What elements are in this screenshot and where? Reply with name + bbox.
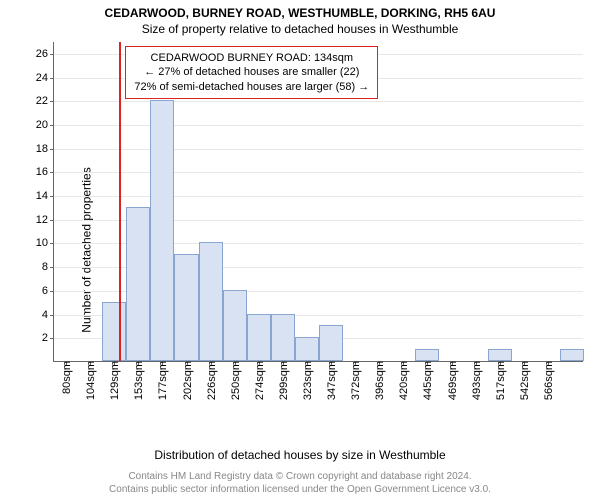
grid-line <box>54 125 583 126</box>
footer-line-2: Contains public sector information licen… <box>0 483 600 496</box>
x-tick-label: 104sqm <box>83 361 97 400</box>
histogram-bar <box>174 254 198 361</box>
y-tick-label: 8 <box>42 261 54 273</box>
y-tick-label: 4 <box>42 309 54 321</box>
histogram-bar <box>150 100 174 361</box>
histogram-bar <box>488 349 512 361</box>
x-tick-label: 420sqm <box>396 361 410 400</box>
annotation-line-1: CEDARWOOD BURNEY ROAD: 134sqm <box>134 51 369 65</box>
x-tick-label: 177sqm <box>155 361 169 400</box>
y-tick-label: 6 <box>42 285 54 297</box>
histogram-bar <box>415 349 439 361</box>
grid-line <box>54 101 583 102</box>
histogram-bar <box>199 242 223 361</box>
x-tick-label: 299sqm <box>276 361 290 400</box>
marker-line <box>119 42 121 361</box>
histogram-bar <box>271 314 295 361</box>
grid-line <box>54 196 583 197</box>
x-tick-label: 153sqm <box>131 361 145 400</box>
x-tick-label: 469sqm <box>445 361 459 400</box>
chart-title-sub: Size of property relative to detached ho… <box>0 22 600 36</box>
annotation-line-2: ← 27% of detached houses are smaller (22… <box>134 65 369 79</box>
histogram-bar <box>223 290 247 361</box>
histogram-bar <box>126 207 150 361</box>
y-tick-label: 24 <box>36 72 54 84</box>
chart-footer: Contains HM Land Registry data © Crown c… <box>0 470 600 496</box>
x-tick-label: 129sqm <box>107 361 121 400</box>
x-tick-label: 445sqm <box>420 361 434 400</box>
histogram-bar <box>560 349 584 361</box>
x-tick-label: 202sqm <box>180 361 194 400</box>
grid-line <box>54 149 583 150</box>
histogram-bar <box>102 302 126 361</box>
y-tick-label: 2 <box>42 332 54 344</box>
chart-title-main: CEDARWOOD, BURNEY ROAD, WESTHUMBLE, DORK… <box>0 6 600 20</box>
x-tick-label: 372sqm <box>348 361 362 400</box>
y-tick-label: 14 <box>36 190 54 202</box>
x-tick-label: 396sqm <box>372 361 386 400</box>
y-tick-label: 12 <box>36 214 54 226</box>
histogram-bar <box>295 337 319 361</box>
y-tick-label: 26 <box>36 48 54 60</box>
y-tick-label: 16 <box>36 166 54 178</box>
plot-area: 246810121416182022242680sqm104sqm129sqm1… <box>53 42 583 362</box>
x-tick-label: 323sqm <box>300 361 314 400</box>
x-tick-label: 80sqm <box>59 361 73 394</box>
x-tick-label: 493sqm <box>469 361 483 400</box>
grid-line <box>54 172 583 173</box>
x-tick-label: 250sqm <box>228 361 242 400</box>
annotation-line-3: 72% of semi-detached houses are larger (… <box>134 80 369 94</box>
histogram-chart: CEDARWOOD, BURNEY ROAD, WESTHUMBLE, DORK… <box>0 0 600 500</box>
x-tick-label: 226sqm <box>204 361 218 400</box>
y-tick-label: 18 <box>36 143 54 155</box>
y-tick-label: 20 <box>36 119 54 131</box>
histogram-bar <box>319 325 343 361</box>
annotation-box: CEDARWOOD BURNEY ROAD: 134sqm← 27% of de… <box>125 46 378 99</box>
x-axis-label: Distribution of detached houses by size … <box>0 448 600 462</box>
x-tick-label: 542sqm <box>517 361 531 400</box>
x-tick-label: 566sqm <box>541 361 555 400</box>
x-tick-label: 517sqm <box>493 361 507 400</box>
x-tick-label: 347sqm <box>324 361 338 400</box>
x-tick-label: 274sqm <box>252 361 266 400</box>
histogram-bar <box>247 314 271 361</box>
y-tick-label: 10 <box>36 237 54 249</box>
footer-line-1: Contains HM Land Registry data © Crown c… <box>0 470 600 483</box>
y-tick-label: 22 <box>36 95 54 107</box>
